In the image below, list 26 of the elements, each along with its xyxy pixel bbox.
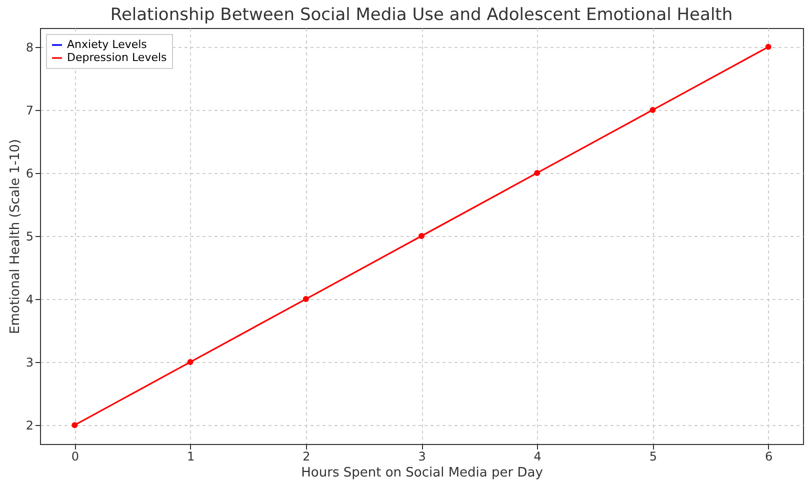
point: [72, 422, 78, 428]
y-tick-label: 8: [26, 40, 34, 54]
point: [302, 296, 309, 302]
point: [418, 233, 424, 239]
y-tick-label: 3: [26, 356, 34, 370]
x-tick-label: 6: [765, 450, 773, 464]
y-tick-label: 2: [26, 418, 34, 433]
x-tick-label: 0: [71, 450, 79, 464]
x-tick-label: 4: [534, 450, 542, 464]
legend-label: Anxiety Levels: [67, 38, 148, 51]
y-tick-label: 5: [26, 230, 34, 244]
chart-title: Relationship Between Social Media Use and Adolescent Emotional Health: [110, 5, 733, 25]
legend-label: Depression Levels: [67, 51, 168, 64]
x-tick-label: 2: [302, 450, 310, 464]
point: [650, 106, 656, 113]
x-tick-label: 1: [186, 450, 195, 464]
point: [534, 170, 540, 176]
y-axis-title: Emotional Health (Scale 1-10): [8, 138, 23, 334]
y-tick-label: 7: [26, 103, 34, 118]
x-tick-label: 5: [649, 450, 658, 464]
point: [187, 359, 194, 366]
x-axis-title: Hours Spent on Social Media per Day: [301, 466, 544, 480]
point: [765, 44, 772, 50]
y-tick-label: 4: [26, 292, 34, 307]
y-tick-label: 6: [26, 166, 34, 180]
x-tick-label: 3: [418, 450, 426, 464]
